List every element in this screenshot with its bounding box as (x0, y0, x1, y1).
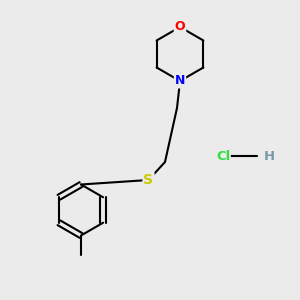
Text: Cl: Cl (216, 149, 230, 163)
Text: O: O (175, 20, 185, 34)
Text: S: S (143, 173, 154, 187)
Text: N: N (175, 74, 185, 88)
Text: H: H (264, 149, 275, 163)
